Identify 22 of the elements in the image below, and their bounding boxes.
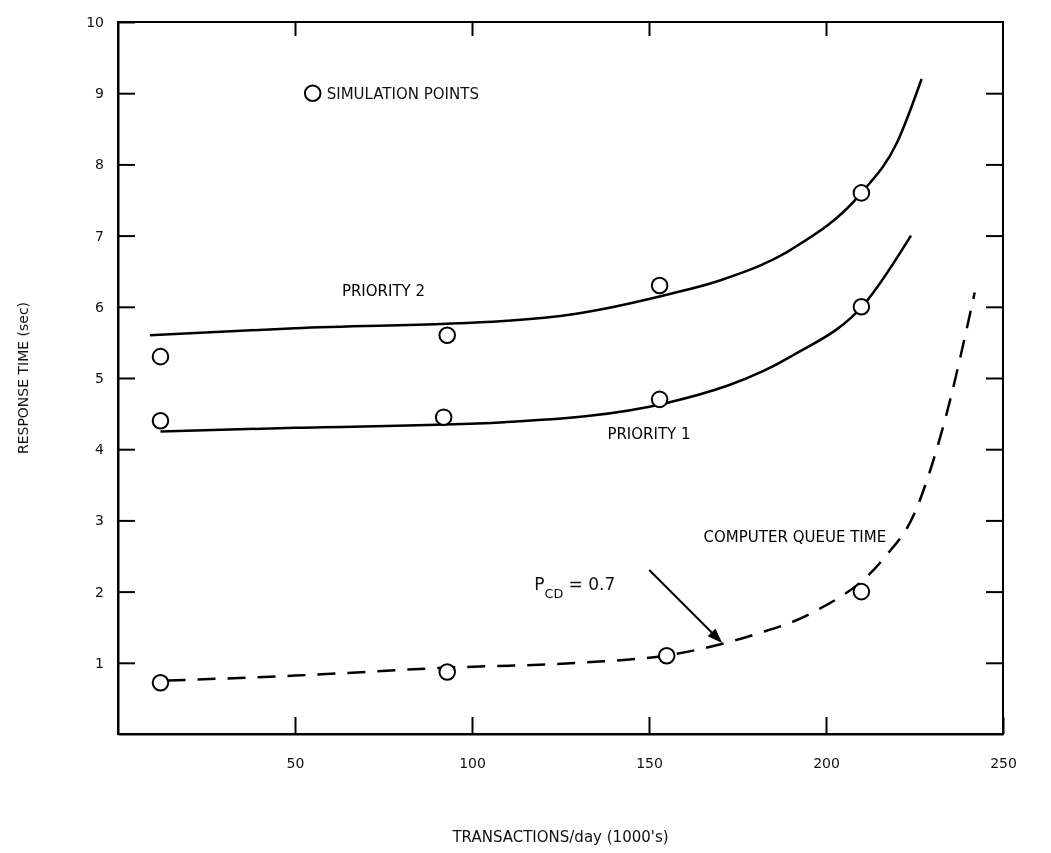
y-tick-label: 10 — [86, 13, 104, 30]
y-axis-title: RESPONSE TIME (sec) — [15, 301, 31, 455]
y-tick-label: 8 — [95, 156, 104, 173]
y-tick-label: 9 — [95, 85, 104, 102]
legend-label: SIMULATION POINTS — [326, 85, 479, 104]
series-label: PRIORITY 2 — [341, 282, 426, 301]
x-tick-label: 100 — [459, 754, 486, 771]
series-label: PRIORITY 1 — [607, 424, 691, 443]
x-tick-label: 150 — [636, 754, 663, 771]
y-tick-label: 3 — [95, 512, 104, 529]
annotation: P$_{CD}$ = 0.7 — [534, 574, 616, 601]
x-tick-label: 250 — [990, 754, 1017, 771]
x-axis-title: TRANSACTIONS/day (1000's) — [451, 828, 669, 846]
y-tick-label: 5 — [95, 369, 104, 386]
x-tick-label: 200 — [813, 754, 840, 771]
x-tick-label: 50 — [286, 754, 305, 771]
y-tick-label: 2 — [95, 583, 104, 600]
series-label: COMPUTER QUEUE TIME — [703, 527, 887, 546]
y-tick-label: 4 — [95, 441, 105, 458]
y-tick-label: 7 — [95, 227, 104, 244]
y-tick-label: 6 — [95, 298, 105, 315]
y-tick-label: 1 — [95, 654, 104, 671]
